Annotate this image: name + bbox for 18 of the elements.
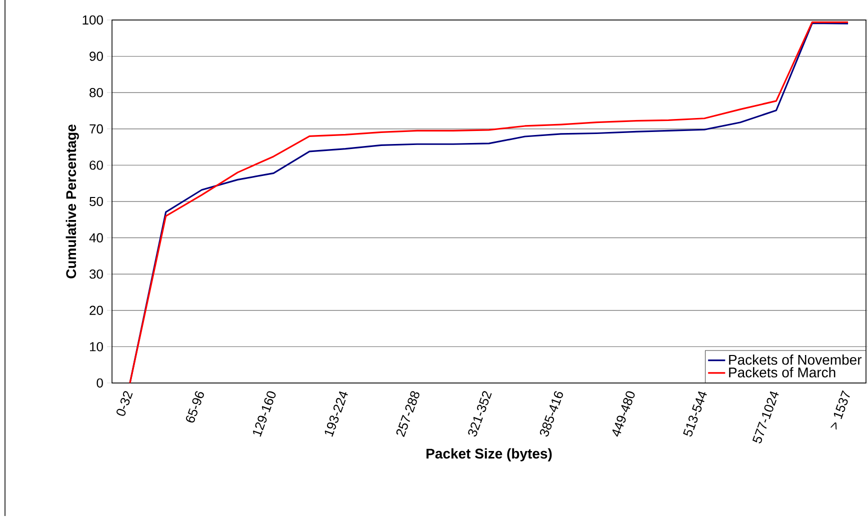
- y-tick-label: 40: [89, 233, 103, 242]
- x-tick-label: > 1537: [830, 390, 850, 430]
- x-axis-title: Packet Size (bytes): [426, 448, 552, 462]
- y-tick-label: 60: [90, 160, 103, 170]
- y-tick-label: 30: [90, 269, 103, 279]
- x-tick-label: 65-96: [186, 391, 204, 423]
- y-tick-label: 80: [90, 88, 103, 98]
- y-tick-label: 90: [90, 52, 103, 61]
- y-tick-label: 50: [90, 196, 103, 206]
- y-tick-label: 10: [90, 342, 103, 352]
- x-tick-label: 0-32: [116, 391, 133, 416]
- legend-label: Packets of November: [729, 354, 862, 365]
- y-tick-label: 0: [96, 378, 103, 388]
- y-axis-title: Cumulative Percentage: [66, 124, 79, 278]
- y-tick-label: 20: [90, 306, 103, 315]
- y-tick-label: 100: [82, 15, 103, 25]
- y-tick-label: 70: [90, 124, 103, 134]
- legend-label: Packets of March: [729, 367, 836, 378]
